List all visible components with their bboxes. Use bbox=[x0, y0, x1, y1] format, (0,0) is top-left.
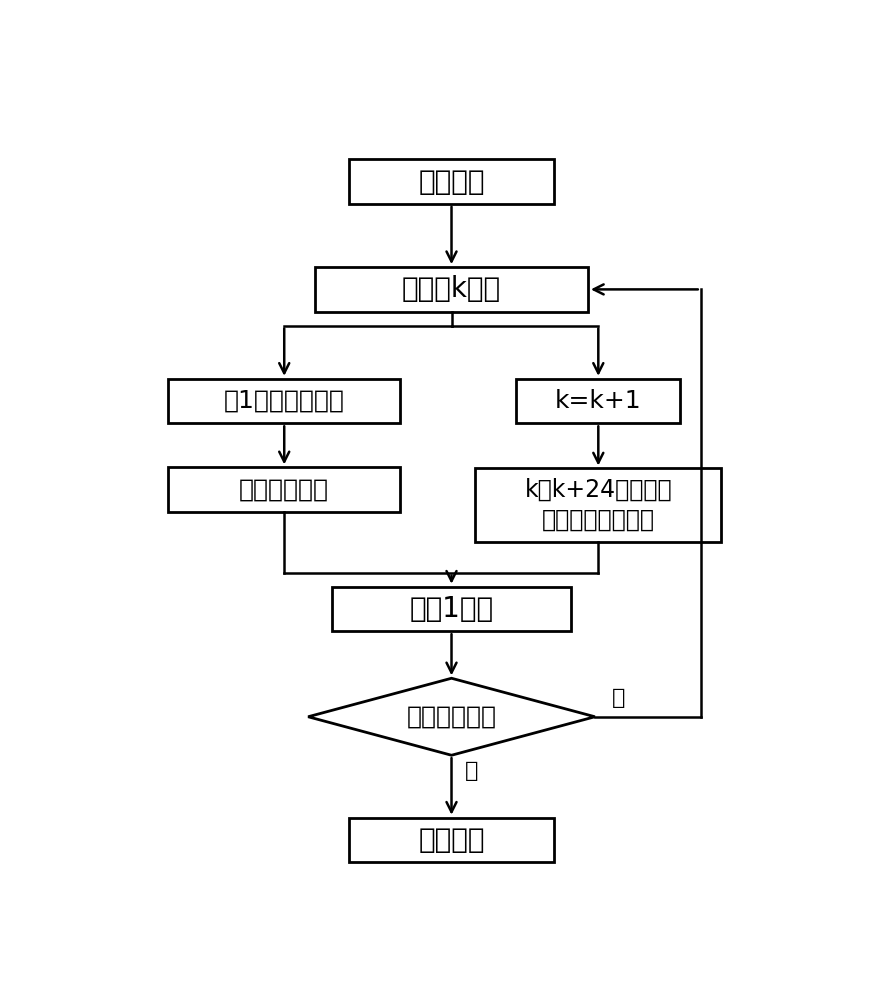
Text: k=k+1: k=k+1 bbox=[555, 389, 641, 413]
Bar bbox=[476, 468, 722, 542]
Bar bbox=[516, 379, 680, 423]
Text: 运行1小时: 运行1小时 bbox=[410, 595, 493, 623]
Text: 运行至k时刻: 运行至k时刻 bbox=[402, 275, 501, 303]
Text: 否: 否 bbox=[465, 761, 478, 781]
Bar bbox=[315, 267, 588, 312]
Text: 停止运行: 停止运行 bbox=[418, 826, 485, 854]
Text: 实时运行修正: 实时运行修正 bbox=[240, 478, 329, 502]
Text: 是否继续运行: 是否继续运行 bbox=[406, 705, 497, 729]
Bar bbox=[349, 159, 554, 204]
Bar bbox=[332, 587, 571, 631]
Bar bbox=[349, 818, 554, 862]
Text: 开始运行: 开始运行 bbox=[418, 168, 485, 196]
Bar bbox=[168, 467, 400, 512]
Polygon shape bbox=[308, 678, 595, 755]
Text: 是: 是 bbox=[612, 688, 626, 708]
Bar bbox=[168, 379, 400, 423]
Text: 前1小时运行计划: 前1小时运行计划 bbox=[224, 389, 344, 413]
Text: k至k+24时段经济
最优运行计划确定: k至k+24时段经济 最优运行计划确定 bbox=[524, 478, 672, 532]
